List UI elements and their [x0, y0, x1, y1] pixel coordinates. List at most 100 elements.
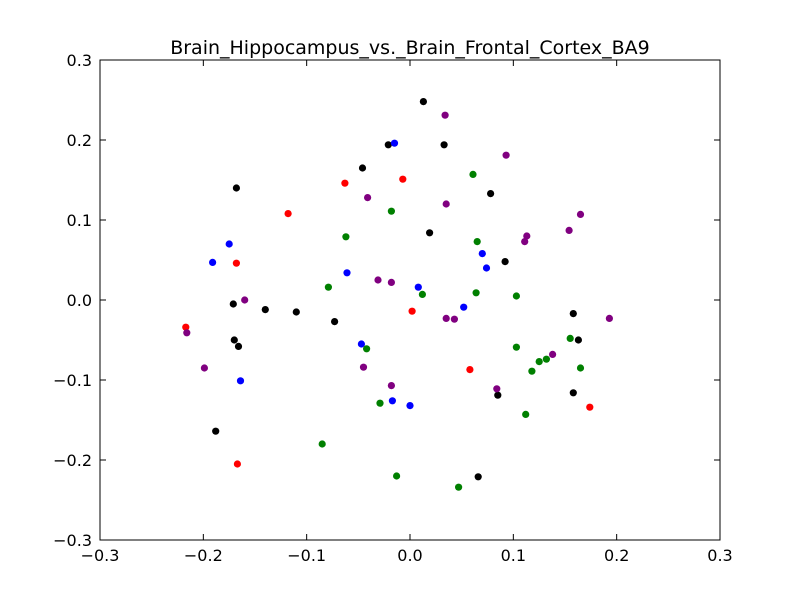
y-tick-label-6: 0.3: [67, 51, 92, 70]
data-point-s1-9: [236, 377, 245, 385]
data-point-s4-18: [387, 382, 395, 390]
data-point-s4-5: [565, 226, 573, 234]
points-layer: [182, 98, 614, 491]
y-tick-label-3: 0.0: [67, 291, 92, 310]
data-point-s4-19: [493, 385, 501, 393]
data-point-s3-17: [318, 440, 326, 448]
data-point-s2-0: [399, 175, 407, 183]
data-point-s4-10: [241, 296, 249, 304]
data-point-s0-19: [474, 473, 482, 481]
data-point-s4-0: [441, 111, 449, 119]
data-point-s4-3: [364, 194, 372, 202]
data-point-s2-6: [466, 366, 474, 374]
ticks-layer: −0.3 −0.2 −0.1 0.0 0.1 0.2 0.3 −0.3 −0.2 −0.1 0.0 0…: [53, 51, 733, 565]
data-point-s0-5: [487, 190, 495, 198]
data-point-s0-3: [358, 164, 367, 172]
data-point-s4-9: [387, 278, 395, 286]
data-point-s3-10: [566, 334, 574, 342]
data-point-s3-2: [342, 233, 350, 241]
data-point-s3-12: [542, 355, 551, 363]
data-point-s3-13: [528, 367, 536, 375]
data-point-s4-16: [359, 363, 368, 371]
data-point-s2-3: [232, 259, 240, 267]
y-tick-label-1: −0.2: [53, 451, 92, 470]
x-tick-label-0: −0.3: [81, 546, 120, 565]
data-point-s4-15: [549, 350, 557, 358]
data-point-s1-5: [478, 250, 486, 258]
data-point-s4-13: [605, 314, 614, 322]
y-tick-label-2: −0.1: [53, 371, 92, 390]
data-point-s3-0: [469, 170, 477, 178]
x-tick-label-2: −0.1: [287, 546, 326, 565]
data-point-s2-5: [182, 323, 190, 331]
data-point-s1-0: [390, 139, 399, 147]
data-point-s0-0: [419, 98, 427, 106]
data-point-s0-6: [426, 229, 434, 237]
data-point-s3-9: [512, 343, 521, 351]
data-point-s1-2: [209, 258, 217, 266]
data-point-s4-2: [442, 200, 450, 208]
data-point-s3-18: [393, 472, 401, 480]
data-point-s1-1: [225, 240, 233, 248]
x-tick-label-1: −0.2: [184, 546, 223, 565]
data-point-s1-4: [482, 264, 491, 272]
data-point-s0-17: [569, 389, 577, 397]
data-point-s0-2: [384, 141, 392, 149]
data-point-s0-15: [574, 336, 583, 344]
data-point-s1-8: [357, 340, 365, 348]
data-point-s4-14: [183, 329, 191, 337]
data-point-s4-8: [374, 276, 382, 284]
data-point-s0-13: [230, 336, 238, 344]
y-tick-label-5: 0.2: [67, 131, 92, 150]
data-point-s0-18: [212, 427, 220, 435]
data-point-s0-10: [292, 308, 300, 316]
data-point-s0-9: [261, 306, 269, 314]
data-point-s3-7: [512, 292, 521, 300]
y-tick-label-0: −0.3: [53, 531, 92, 550]
data-point-s1-10: [388, 397, 396, 405]
data-point-s0-12: [569, 310, 577, 318]
data-point-s3-1: [387, 207, 395, 215]
data-point-s0-1: [440, 141, 448, 149]
data-point-s4-12: [450, 315, 458, 323]
y-tick-label-4: 0.1: [67, 211, 92, 230]
data-point-s3-16: [522, 410, 530, 418]
data-point-s2-8: [233, 460, 241, 468]
data-point-s4-17: [200, 364, 208, 372]
data-point-s2-7: [586, 403, 594, 411]
data-point-s0-8: [229, 300, 237, 308]
data-point-s3-3: [473, 238, 481, 246]
data-point-s2-1: [341, 179, 349, 187]
data-point-s3-11: [535, 358, 543, 366]
data-point-s3-4: [324, 283, 332, 291]
data-point-s2-4: [408, 307, 416, 315]
data-point-s0-16: [494, 391, 502, 399]
data-point-s2-2: [284, 210, 292, 218]
data-point-s4-11: [442, 314, 450, 322]
data-point-s0-7: [501, 258, 509, 266]
data-point-s0-14: [234, 342, 243, 350]
data-point-s3-19: [455, 483, 463, 491]
data-point-s1-7: [460, 303, 468, 311]
data-point-s4-6: [523, 232, 531, 240]
data-point-s1-3: [343, 269, 351, 277]
data-point-s1-6: [414, 283, 422, 291]
x-tick-label-5: 0.2: [604, 546, 629, 565]
data-point-s4-7: [521, 238, 529, 246]
data-point-s3-14: [576, 364, 585, 372]
data-point-s3-6: [472, 289, 480, 297]
chart-title: Brain_Hippocampus_vs._Brain_Frontal_Cort…: [170, 37, 650, 59]
x-tick-label-4: 0.1: [501, 546, 526, 565]
x-tick-label-6: 0.3: [707, 546, 732, 565]
data-point-s4-1: [502, 151, 510, 159]
data-point-s3-8: [363, 345, 371, 353]
data-point-s3-15: [376, 399, 384, 407]
data-point-s0-11: [331, 318, 339, 326]
data-point-s1-11: [406, 402, 414, 410]
data-point-s3-5: [418, 290, 426, 298]
data-point-s4-4: [576, 210, 585, 218]
x-tick-label-3: 0.0: [397, 546, 422, 565]
data-point-s0-4: [232, 184, 240, 192]
